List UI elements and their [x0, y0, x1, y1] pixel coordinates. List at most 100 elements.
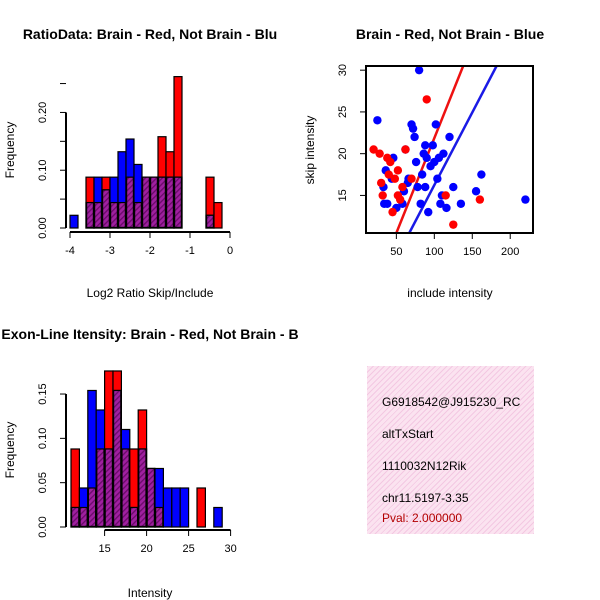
bar-overlap	[146, 467, 155, 527]
bar-overlap	[121, 448, 130, 528]
y-tick-label: 0.10	[37, 160, 49, 181]
intensity-histogram-title: Exon-Line Itensity: Brain - Red, Not Bra…	[1, 326, 298, 342]
ratio-histogram-bars	[69, 76, 223, 229]
point-not-brain	[413, 182, 422, 192]
x-tick-label: 200	[501, 246, 519, 258]
point-brain	[378, 191, 387, 200]
bar-overlap	[104, 448, 113, 528]
event-id-text: G6918542@J915230_RC	[382, 395, 521, 409]
point-brain	[441, 191, 450, 200]
bar-brain	[196, 487, 206, 528]
point-not-brain	[428, 141, 437, 150]
x-tick-label: -2	[145, 245, 155, 257]
point-not-brain	[414, 65, 424, 75]
y-tick-label: 0.00	[37, 217, 49, 238]
bar-overlap	[142, 176, 151, 228]
bar-overlap	[125, 176, 134, 228]
y-tick-label: 20	[337, 148, 349, 160]
bar-overlap	[158, 176, 167, 228]
point-not-brain	[424, 207, 433, 217]
point-not-brain	[411, 157, 421, 167]
x-tick-label: -4	[65, 245, 75, 257]
y-tick-label: 0.00	[37, 516, 49, 537]
bar-not-brain	[179, 487, 190, 528]
y-tick-label: 0.05	[37, 472, 49, 493]
bar-overlap	[138, 448, 147, 528]
point-not-brain	[521, 195, 530, 204]
point-not-brain	[431, 120, 441, 129]
x-tick-label: 50	[390, 246, 402, 258]
bar-not-brain	[171, 487, 181, 528]
point-not-brain	[471, 187, 481, 196]
point-not-brain	[456, 199, 466, 208]
point-brain	[475, 195, 485, 204]
point-brain	[422, 95, 431, 104]
point-not-brain	[380, 199, 389, 208]
event-type-text: altTxStart	[382, 427, 434, 441]
point-not-brain	[421, 141, 430, 150]
bar-overlap	[85, 201, 94, 228]
intensity-histogram-xlabel: Intensity	[128, 586, 173, 600]
bar-overlap	[79, 506, 88, 527]
scatter-xlabel: include intensity	[407, 286, 492, 300]
scatter-title: Brain - Red, Not Brain - Blue	[356, 26, 544, 42]
scatter-plot-frame	[365, 65, 534, 234]
point-not-brain	[433, 174, 442, 183]
location-text: chr11.5197-3.35	[382, 491, 469, 505]
point-not-brain	[421, 182, 430, 192]
scatter-points	[369, 65, 530, 229]
intensity-scatter-panel: Brain - Red, Not Brain - Blue include in…	[303, 26, 544, 300]
bar-overlap	[96, 448, 105, 528]
ratio-histogram-title: RatioData: Brain - Red, Not Brain - Blu	[23, 26, 277, 42]
point-brain	[393, 166, 403, 175]
ratio-histogram-ticks: -4 -3 -2 -1 0 0.00 0.10 0.20	[37, 83, 233, 257]
intensity-histogram-bars	[70, 370, 223, 528]
pval-text: Pval: 2.000000	[382, 511, 463, 525]
point-brain	[401, 145, 410, 154]
ratio-histogram-xlabel: Log2 Ratio Skip/Include	[87, 286, 214, 300]
point-not-brain	[416, 199, 425, 208]
y-tick-label: 0.10	[37, 428, 49, 449]
point-brain	[407, 174, 416, 183]
bar-overlap	[150, 176, 159, 228]
point-brain	[398, 182, 407, 192]
bar-overlap	[109, 201, 118, 228]
gene-name-text: 1110032N12Rik	[382, 459, 467, 473]
point-brain	[369, 145, 378, 154]
x-tick-label: 15	[98, 543, 110, 555]
point-brain	[449, 220, 458, 229]
intensity-histogram-ticks: 15 20 25 30 0.00 0.05 0.10 0.15	[37, 383, 237, 555]
y-tick-label: 0.15	[37, 383, 49, 404]
intensity-histogram-ylabel: Frequency	[3, 422, 17, 479]
scatter-ylabel: skip intensity	[303, 116, 317, 185]
x-tick-label: 0	[227, 245, 233, 257]
ratio-histogram-ylabel: Frequency	[3, 122, 17, 179]
bar-overlap	[70, 506, 80, 527]
y-tick-label: 25	[337, 106, 349, 118]
scatter-ticks: 50 100 150 200 15 20 25 30	[337, 64, 519, 258]
point-not-brain	[373, 116, 382, 125]
bar-overlap	[93, 201, 102, 228]
bar-not-brain	[162, 487, 173, 528]
bar-overlap	[166, 176, 175, 228]
ratio-histogram-panel: RatioData: Brain - Red, Not Brain - Blu …	[3, 26, 277, 300]
y-tick-label: 30	[337, 64, 349, 76]
point-not-brain	[436, 199, 445, 208]
bar-overlap	[134, 201, 143, 228]
bar-overlap	[101, 189, 110, 229]
x-tick-label: 100	[425, 246, 443, 258]
point-not-brain	[442, 203, 451, 213]
point-brain	[390, 174, 400, 183]
point-brain	[375, 149, 384, 158]
event-info-box: G6918542@J915230_RC altTxStart 1110032N1…	[367, 366, 534, 534]
x-tick-label: 150	[463, 246, 481, 258]
point-not-brain	[439, 149, 448, 158]
intensity-histogram-panel: Exon-Line Itensity: Brain - Red, Not Bra…	[1, 326, 298, 600]
point-not-brain	[417, 170, 427, 179]
point-not-brain	[422, 153, 431, 163]
fit-line-brain	[395, 66, 465, 233]
bar-brain	[213, 201, 223, 229]
point-not-brain	[477, 170, 486, 179]
bar-overlap	[174, 176, 183, 228]
